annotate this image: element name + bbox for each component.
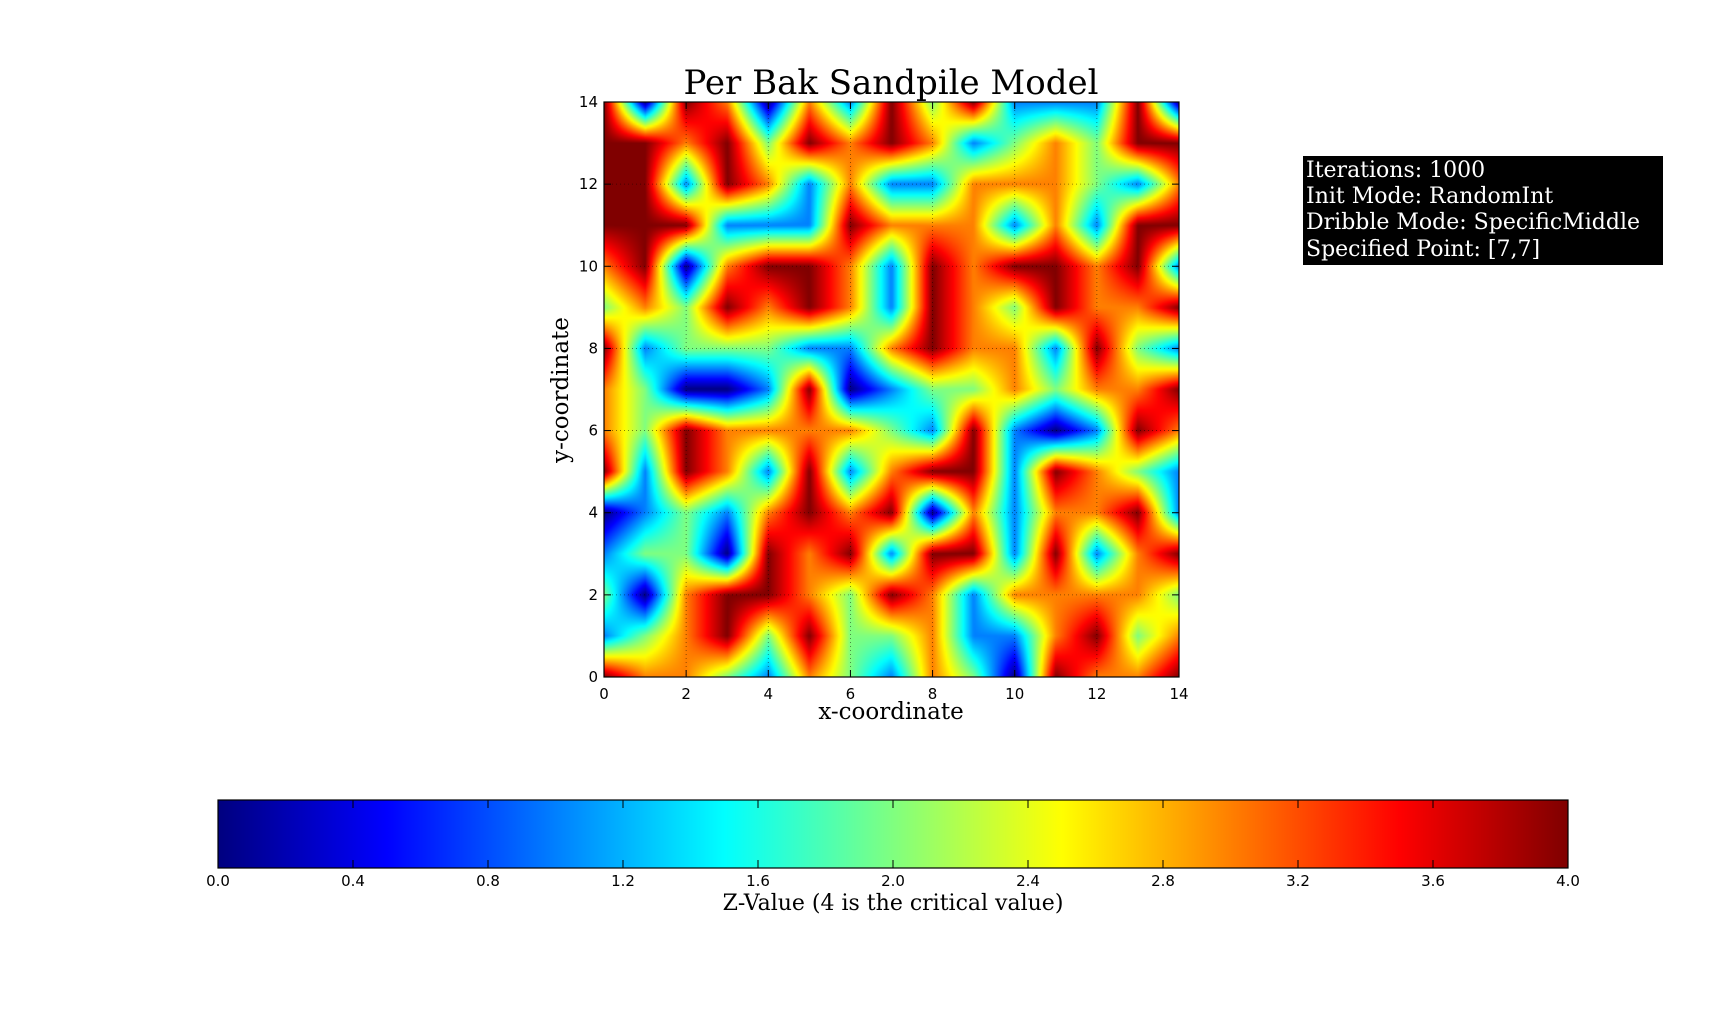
x-axis-label: x-coordinate (818, 699, 963, 725)
y-tick-labels: 0 2 4 6 8 10 12 14 (579, 93, 598, 686)
colorbar-ticks (217, 800, 1569, 868)
y-tick-label: 8 (588, 339, 598, 357)
y-tick-label: 2 (588, 586, 598, 604)
x-tick-label: 10 (1005, 685, 1024, 703)
axis-ticks (603, 101, 1180, 678)
y-tick-label: 6 (588, 422, 598, 440)
colorbar-tick-label: 3.6 (1421, 872, 1445, 890)
colorbar-label: Z-Value (4 is the critical value) (723, 891, 1064, 916)
y-tick-label: 4 (588, 504, 598, 522)
x-tick-label: 8 (928, 685, 938, 703)
chart-title: Per Bak Sandpile Model (684, 63, 1099, 103)
info-line-dribble-mode: Dribble Mode: SpecificMiddle (1306, 210, 1640, 235)
colorbar-tick-label: 1.6 (746, 872, 770, 890)
y-tick-label: 10 (579, 257, 598, 275)
x-tick-label: 2 (681, 685, 691, 703)
y-tick-label: 12 (579, 175, 598, 193)
x-tick-label: 14 (1169, 685, 1188, 703)
x-tick-label: 0 (599, 685, 609, 703)
colorbar: 0.0 0.4 0.8 1.2 1.6 2.0 2.4 2.8 3.2 3.6 4.0 Z-Valu… (206, 799, 1580, 916)
y-tick-label: 14 (579, 93, 598, 111)
colorbar-tick-label: 0.4 (341, 872, 365, 890)
colorbar-tick-label: 0.0 (206, 872, 230, 890)
colorbar-tick-label: 2.8 (1151, 872, 1175, 890)
x-tick-label: 12 (1087, 685, 1106, 703)
y-axis-label: y-coordinate (548, 317, 574, 464)
colorbar-tick-label: 2.0 (881, 872, 905, 890)
info-line-iterations: Iterations: 1000 (1306, 158, 1485, 183)
plot-area (603, 101, 1180, 678)
info-line-init-mode: Init Mode: RandomInt (1306, 184, 1553, 209)
plot-frame (603, 101, 1180, 678)
colorbar-tick-label: 2.4 (1016, 872, 1040, 890)
x-tick-label: 4 (764, 685, 774, 703)
colorbar-tick-labels: 0.0 0.4 0.8 1.2 1.6 2.0 2.4 2.8 3.2 3.6 4.0 (206, 872, 1580, 890)
info-box-background (1303, 156, 1663, 265)
x-tick-label: 6 (846, 685, 856, 703)
colorbar-gradient (217, 799, 1569, 869)
y-tick-label: 0 (588, 668, 598, 686)
colorbar-tick-label: 4.0 (1556, 872, 1580, 890)
colorbar-tick-label: 0.8 (476, 872, 500, 890)
info-box: Iterations: 1000 Init Mode: RandomInt Dr… (1303, 156, 1663, 265)
heatmap-image (604, 102, 1179, 677)
colorbar-tick-label: 1.2 (611, 872, 635, 890)
info-line-specified-point: Specified Point: [7,7] (1306, 237, 1540, 262)
x-tick-labels: 0 2 4 6 8 10 12 14 (599, 685, 1188, 703)
colorbar-tick-label: 3.2 (1286, 872, 1310, 890)
